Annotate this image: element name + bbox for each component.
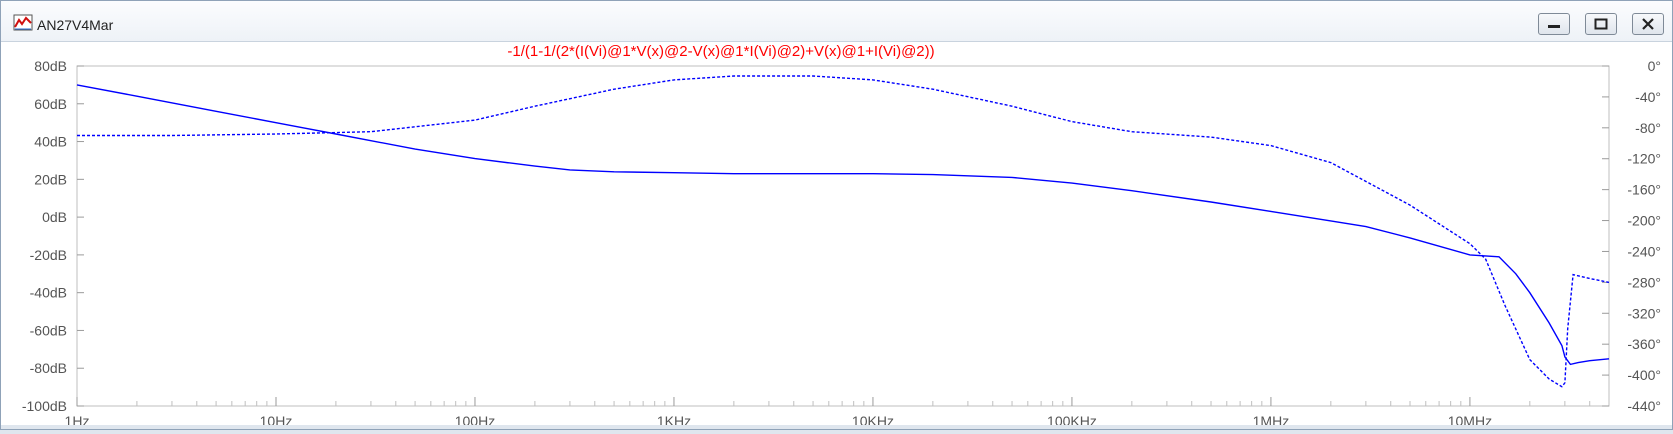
bode-plot[interactable]: -1/(1-1/(2*(I(Vi)@1*V(x)@2-V(x)@1*I(Vi)@… — [1, 42, 1672, 429]
y-right-tick-label: -320° — [1627, 305, 1661, 321]
y-right-tick-label: -160° — [1627, 182, 1661, 198]
maximize-icon — [1594, 18, 1608, 30]
title-bar: AN27V4Mar — [1, 1, 1672, 42]
y-left-tick-label: -100dB — [22, 398, 67, 414]
y-left-tick-label: 80dB — [34, 58, 67, 74]
chart-title: -1/(1-1/(2*(I(Vi)@1*V(x)@2-V(x)@1*I(Vi)@… — [507, 43, 934, 60]
y-right-tick-label: -120° — [1627, 151, 1661, 167]
y-right-tick-label: 0° — [1648, 58, 1661, 74]
y-left-tick-label: -40dB — [30, 285, 67, 301]
status-strip — [1, 425, 1672, 429]
waveform-plot-icon — [13, 14, 33, 31]
y-right-tick-label: -240° — [1627, 243, 1661, 259]
plot-frame — [76, 65, 1610, 407]
close-button[interactable] — [1632, 13, 1664, 35]
y-left-tick-label: -80dB — [30, 360, 67, 376]
y-axis-right: 0° -40° -80° -120° -160° -200° -240° -280° -320°… — [1602, 58, 1661, 414]
y-right-tick-label: -80° — [1635, 120, 1661, 136]
y-right-tick-label: -40° — [1635, 89, 1661, 105]
y-right-tick-label: -400° — [1627, 367, 1661, 383]
y-right-tick-label: -440° — [1627, 398, 1661, 414]
minimize-button[interactable] — [1538, 13, 1570, 35]
window-title: AN27V4Mar — [37, 17, 114, 33]
y-right-tick-label: -200° — [1627, 213, 1661, 229]
magnitude-trace — [76, 84, 1610, 366]
y-left-tick-label: 0dB — [42, 209, 67, 225]
plot-area[interactable]: -1/(1-1/(2*(I(Vi)@1*V(x)@2-V(x)@1*I(Vi)@… — [1, 42, 1672, 429]
y-left-tick-label: 20dB — [34, 171, 67, 187]
minimize-icon — [1548, 25, 1560, 28]
y-right-tick-label: -280° — [1627, 274, 1661, 290]
y-left-tick-label: -60dB — [30, 322, 67, 338]
close-icon — [1642, 18, 1654, 30]
traces — [76, 75, 1610, 388]
y-left-tick-label: 40dB — [34, 134, 67, 150]
phase-trace — [77, 75, 1610, 388]
y-right-tick-label: -360° — [1627, 336, 1661, 352]
y-left-tick-label: -20dB — [30, 247, 67, 263]
y-axis-left: 80dB 60dB 40dB 20dB 0dB -20dB -40dB -60dB -80dB -… — [22, 58, 84, 414]
maximize-button[interactable] — [1585, 13, 1617, 35]
y-left-tick-label: 60dB — [34, 96, 67, 112]
